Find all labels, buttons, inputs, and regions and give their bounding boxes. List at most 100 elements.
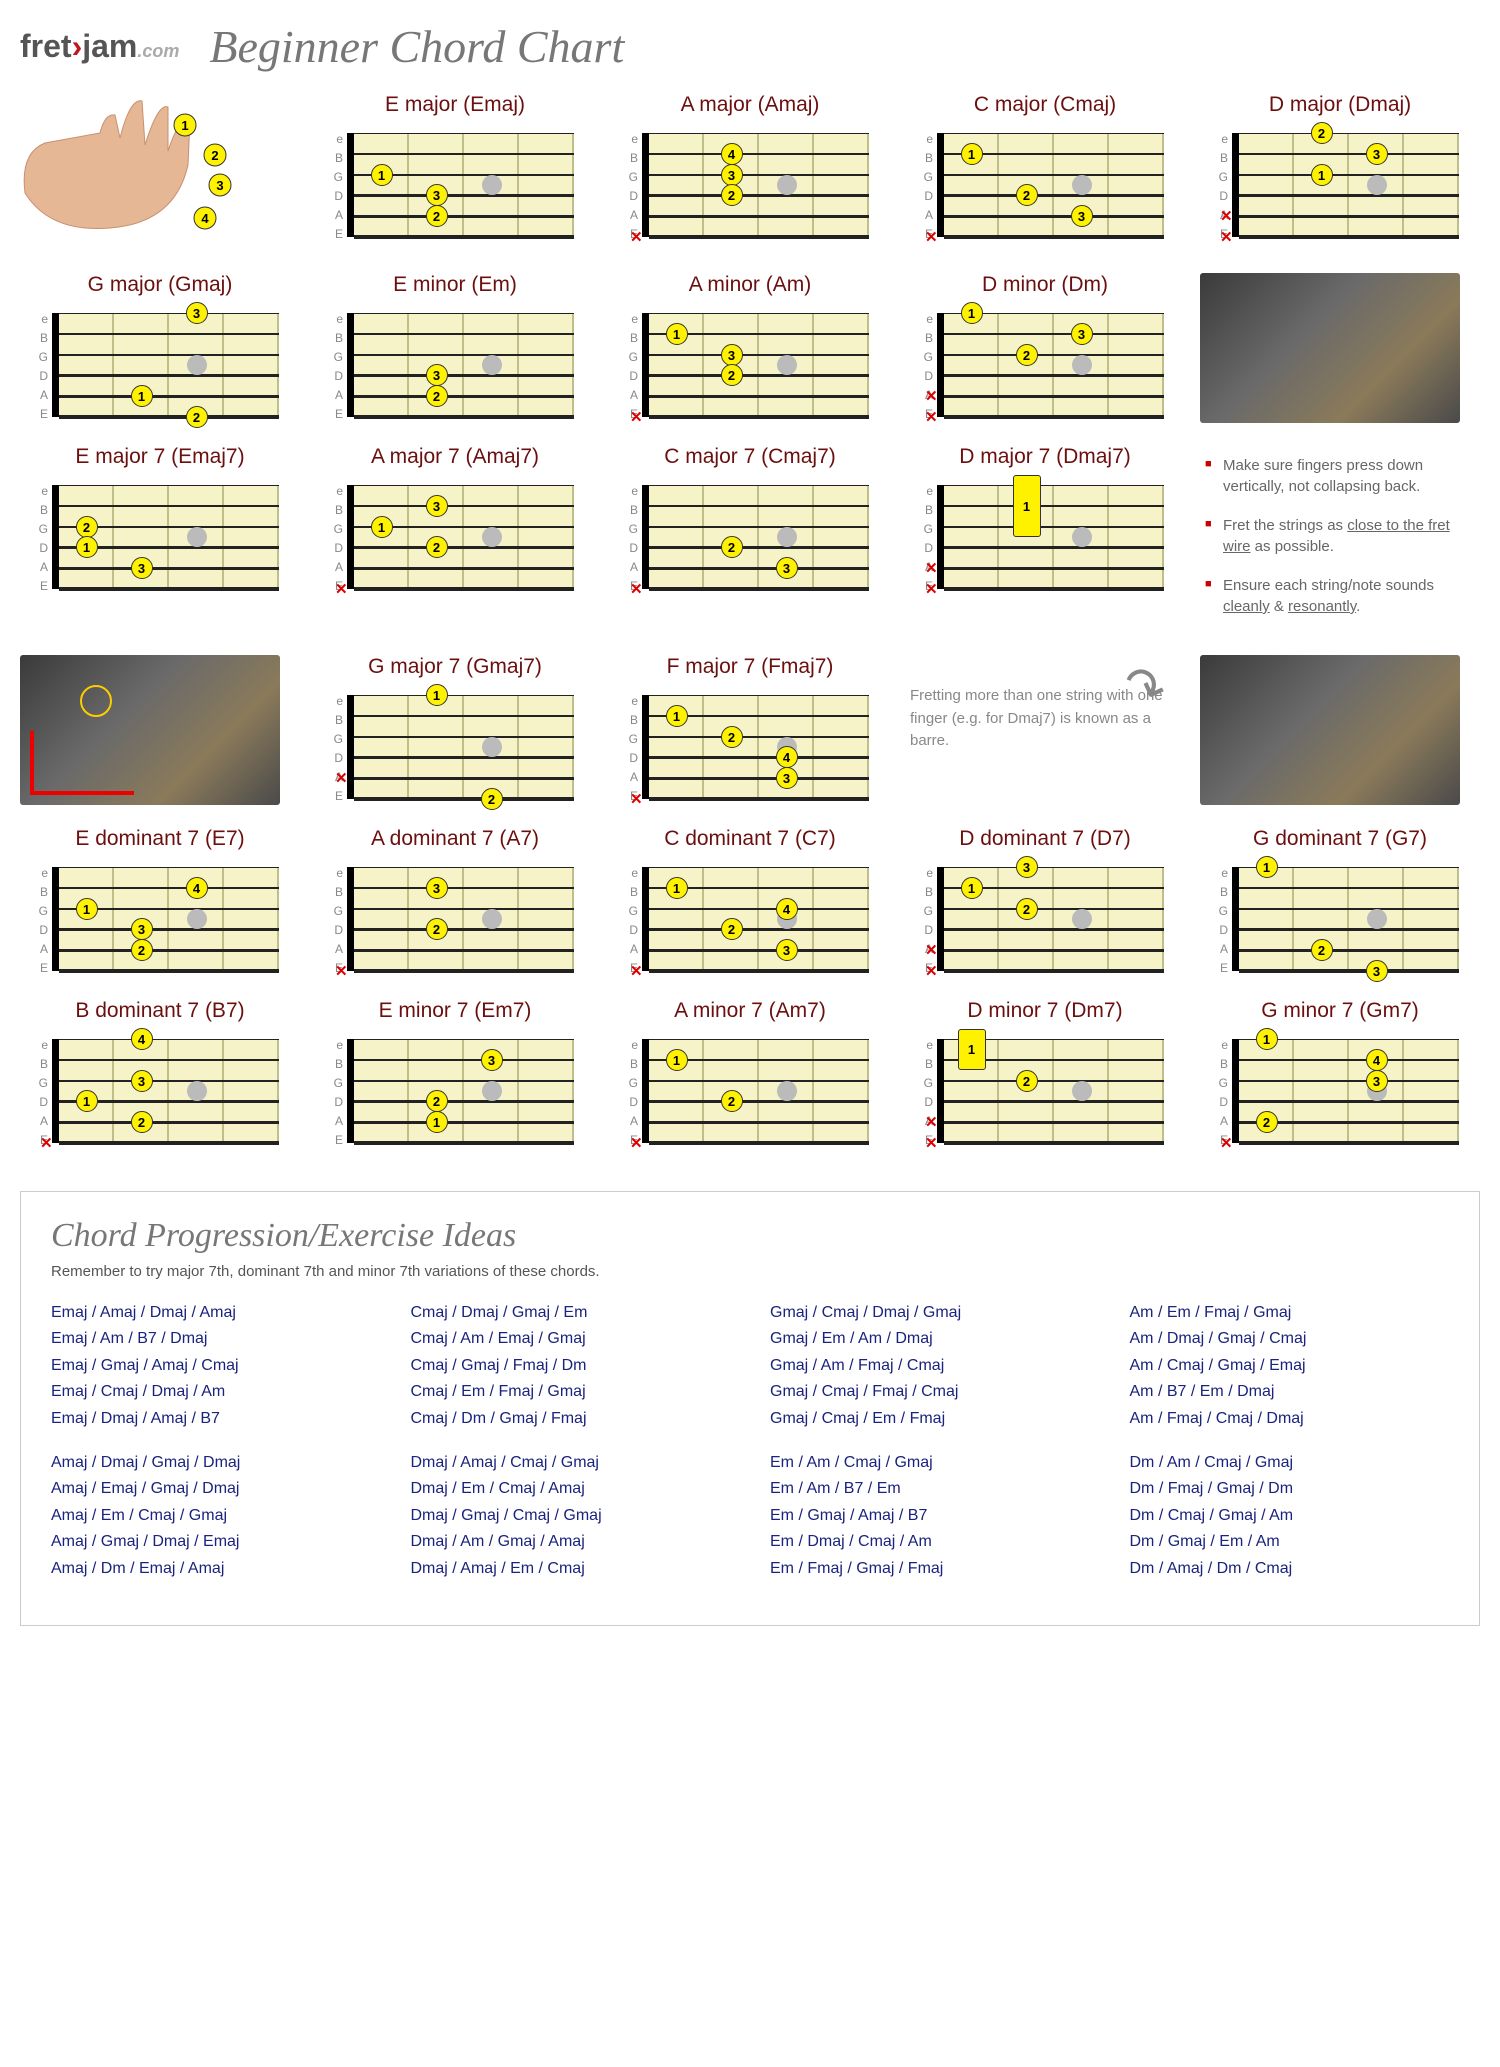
finger-marker: 3 (426, 877, 448, 899)
finger-marker: 2 (131, 939, 153, 961)
chord-title: E minor (Em) (315, 273, 595, 297)
finger-marker: 2 (1311, 939, 1333, 961)
progression-line: Gmaj / Cmaj / Em / Fmaj (770, 1406, 1090, 1432)
progression-line: Dmaj / Am / Gmaj / Amaj (411, 1529, 731, 1555)
svg-text:3: 3 (216, 178, 223, 193)
progression-line: Emaj / Cmaj / Dmaj / Am (51, 1379, 371, 1405)
finger-marker: 2 (1016, 1070, 1038, 1092)
progression-group: Am / Em / Fmaj / GmajAm / Dmaj / Gmaj / … (1130, 1300, 1450, 1432)
progression-group: Dmaj / Amaj / Cmaj / GmajDmaj / Em / Cma… (411, 1450, 731, 1582)
mute-icon: ✕ (630, 962, 643, 980)
chord-title: C major (Cmaj) (905, 93, 1185, 117)
finger-marker: 3 (1016, 856, 1038, 878)
progression-line: Emaj / Am / B7 / Dmaj (51, 1326, 371, 1352)
progression-line: Gmaj / Cmaj / Dmaj / Gmaj (770, 1300, 1090, 1326)
finger-marker: 3 (131, 557, 153, 579)
logo: fret›jam.com (20, 28, 179, 65)
mute-icon: ✕ (630, 790, 643, 808)
progression-group: Gmaj / Cmaj / Dmaj / GmajGmaj / Em / Am … (770, 1300, 1090, 1432)
chord-cell: E major 7 (Emaj7) eBGDAE213 (20, 445, 300, 645)
finger-marker: 2 (186, 406, 208, 428)
logo-arrow-icon: › (72, 28, 83, 64)
finger-marker: 4 (776, 746, 798, 768)
finger-marker: 2 (76, 516, 98, 538)
progression-line: Cmaj / Am / Emaj / Gmaj (411, 1326, 731, 1352)
chord-title: D minor 7 (Dm7) (905, 999, 1185, 1023)
chord-diagram: eBGDAE32✕ (325, 859, 585, 989)
mute-icon: ✕ (630, 1134, 643, 1152)
finger-marker: 2 (426, 1090, 448, 1112)
mute-icon: ✕ (335, 962, 348, 980)
progression-line: Dm / Amaj / Dm / Cmaj (1130, 1556, 1450, 1582)
progression-line: Am / Fmaj / Cmaj / Dmaj (1130, 1406, 1450, 1432)
progression-line: Gmaj / Cmaj / Fmaj / Cmaj (770, 1379, 1090, 1405)
progression-line: Em / Am / Cmaj / Gmaj (770, 1450, 1090, 1476)
finger-marker: 1 (426, 1111, 448, 1133)
finger-marker: 1 (371, 516, 393, 538)
progression-line: Dmaj / Gmaj / Cmaj / Gmaj (411, 1503, 731, 1529)
mute-icon: ✕ (925, 408, 938, 426)
chord-title: D major (Dmaj) (1200, 93, 1480, 117)
finger-marker: 2 (1256, 1111, 1278, 1133)
chord-cell: C major 7 (Cmaj7) eBGDAE23✕ (610, 445, 890, 645)
finger-marker: 2 (721, 726, 743, 748)
finger-marker: 3 (426, 495, 448, 517)
chord-cell: C major (Cmaj)eBGDAE123✕ (905, 93, 1185, 263)
chord-diagram: eBGDAE231✕✕ (1210, 125, 1470, 255)
mute-icon: ✕ (630, 580, 643, 598)
chord-cell: D dominant 7 (D7)eBGDAE312✕✕ (905, 827, 1185, 989)
logo-jam: jam (82, 28, 137, 64)
chord-title: E minor 7 (Em7) (315, 999, 595, 1023)
progression-line: Em / Fmaj / Gmaj / Fmaj (770, 1556, 1090, 1582)
progression-line: Amaj / Emaj / Gmaj / Dmaj (51, 1476, 371, 1502)
progression-group: Amaj / Dmaj / Gmaj / DmajAmaj / Emaj / G… (51, 1450, 371, 1582)
hand-diagram: 1234 (20, 93, 280, 263)
finger-marker: 4 (776, 898, 798, 920)
progression-line: Amaj / Dmaj / Gmaj / Dmaj (51, 1450, 371, 1476)
mute-icon: ✕ (925, 580, 938, 598)
finger-marker: 4 (721, 143, 743, 165)
finger-marker: 1 (666, 877, 688, 899)
progression-line: Emaj / Dmaj / Amaj / B7 (51, 1406, 371, 1432)
progression-line: Em / Gmaj / Amaj / B7 (770, 1503, 1090, 1529)
finger-marker: 3 (481, 1049, 503, 1071)
chord-cell: G major 7 (Gmaj7)eBGDAE12✕ (315, 655, 595, 817)
progression-subtitle: Remember to try major 7th, dominant 7th … (51, 1263, 1449, 1280)
chord-cell: E minor (Em)eBGDAE32 (315, 273, 595, 435)
chord-diagram: eBGDAE23✕ (620, 477, 880, 607)
progression-line: Am / B7 / Em / Dmaj (1130, 1379, 1450, 1405)
chord-title: G dominant 7 (G7) (1200, 827, 1480, 851)
finger-marker: 1 (1311, 164, 1333, 186)
finger-marker: 1 (666, 705, 688, 727)
finger-marker: 2 (1016, 898, 1038, 920)
chord-cell: E major (Emaj)eBGDAE132 (315, 93, 595, 263)
chord-title: F major 7 (Fmaj7) (610, 655, 890, 679)
progression-line: Emaj / Amaj / Dmaj / Amaj (51, 1300, 371, 1326)
chord-title: G minor 7 (Gm7) (1200, 999, 1480, 1023)
chord-cell: A minor (Am)eBGDAE132✕ (610, 273, 890, 435)
progression-line: Cmaj / Em / Fmaj / Gmaj (411, 1379, 731, 1405)
finger-marker: 4 (186, 877, 208, 899)
finger-marker: 3 (426, 184, 448, 206)
chord-diagram: eBGDAE213 (30, 477, 290, 607)
finger-marker: 3 (131, 1070, 153, 1092)
chord-title: C major 7 (Cmaj7) (610, 445, 890, 469)
fretting-photo (20, 655, 280, 805)
progression-box: Chord Progression/Exercise Ideas Remembe… (20, 1191, 1480, 1626)
mute-icon: ✕ (40, 1134, 53, 1152)
progression-title: Chord Progression/Exercise Ideas (51, 1217, 1449, 1255)
progression-line: Am / Em / Fmaj / Gmaj (1130, 1300, 1450, 1326)
tips-list: Make sure fingers press down vertically,… (1200, 445, 1480, 645)
chord-cell: C dominant 7 (C7)eBGDAE1423✕ (610, 827, 890, 989)
mute-icon: ✕ (1220, 1134, 1233, 1152)
mute-icon: ✕ (1220, 207, 1233, 225)
chord-cell: F major 7 (Fmaj7)eBGDAE1243✕ (610, 655, 890, 817)
progression-group: Em / Am / Cmaj / GmajEm / Am / B7 / EmEm… (770, 1450, 1090, 1582)
mute-icon: ✕ (925, 962, 938, 980)
progression-line: Amaj / Dm / Emaj / Amaj (51, 1556, 371, 1582)
tip-item: Make sure fingers press down vertically,… (1205, 455, 1475, 497)
progression-line: Amaj / Em / Cmaj / Gmaj (51, 1503, 371, 1529)
chord-title: A dominant 7 (A7) (315, 827, 595, 851)
chord-title: E major 7 (Emaj7) (20, 445, 300, 469)
svg-text:1: 1 (181, 118, 188, 133)
